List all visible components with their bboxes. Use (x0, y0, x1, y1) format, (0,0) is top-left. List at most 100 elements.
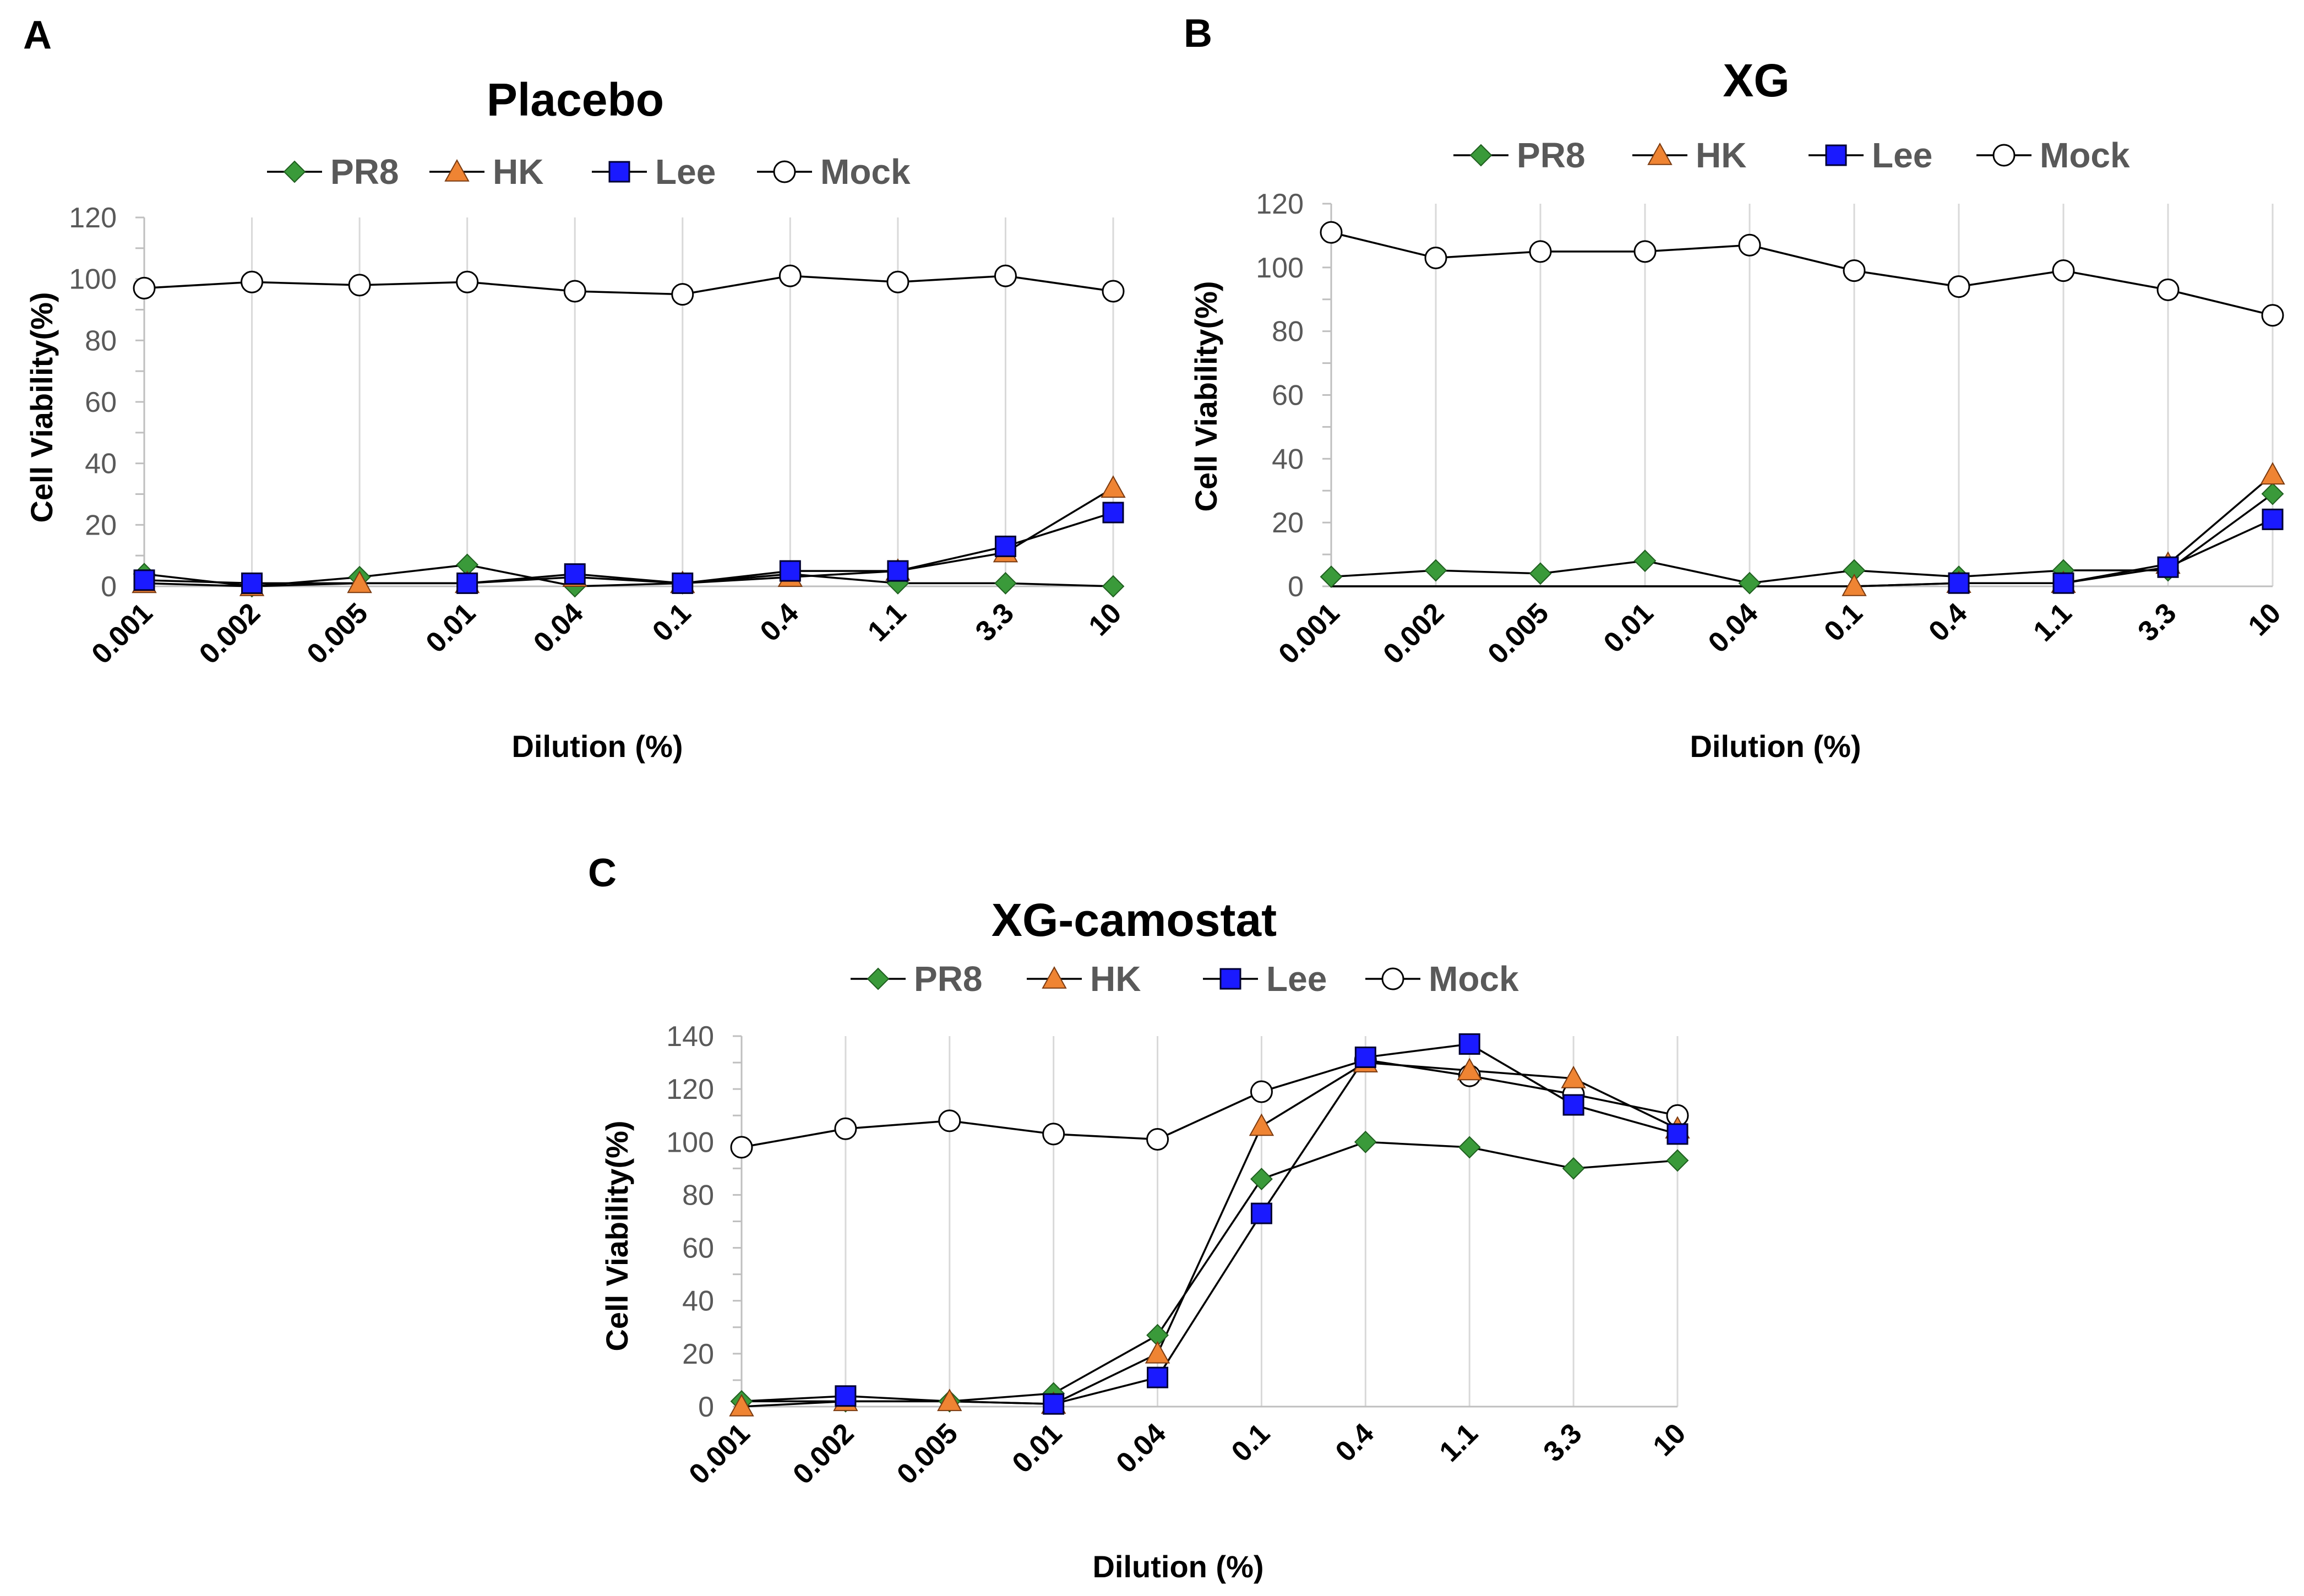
panel-b-y-tick-label: 20 (1272, 507, 1304, 539)
panel-b-x-tick-label: 0.4 (1922, 597, 1973, 647)
panel-c-x-tick-label: 0.005 (891, 1417, 964, 1490)
panel-c-legend-marker-mock (1381, 967, 1404, 990)
panel-b-y-tick-label: 40 (1272, 443, 1304, 475)
panel-a-point-lee (1102, 502, 1124, 524)
panel-c-point-lee (1458, 1033, 1480, 1055)
panel-c-series-line-mock (741, 1059, 1678, 1148)
panel-a-y-axis-label: Cell Viability(%) (24, 292, 59, 522)
panel-c-x-tick-label: 10 (1647, 1417, 1692, 1462)
panel-c-y-tick-label: 120 (666, 1074, 714, 1105)
panel-b-x-tick-label: 10 (2242, 597, 2287, 642)
panel-a-point-mock (133, 276, 156, 299)
panel-b-y-tick-label: 60 (1272, 380, 1304, 412)
panel-b-point-mock (1843, 259, 1866, 282)
panel-b-legend-marker-hk (1647, 142, 1673, 165)
panel-a-letter: A (23, 13, 52, 57)
panel-a-point-mock (456, 270, 479, 293)
panel-c-point-hk (937, 1388, 962, 1412)
panel-c-plot: 0 20 40 60 80 100 120 140 0.001 0.002 0.005 0.01 0.0… (666, 1021, 1692, 1491)
panel-a-legend-label-mock: Mock (820, 152, 911, 192)
panel-b-legend-marker-lee (1825, 144, 1847, 166)
panel-c-x-tick-label: 0.01 (1006, 1417, 1069, 1479)
panel-c-legend-marker-hk (1042, 966, 1067, 989)
panel-b-legend: PR8 HK Lee Mock (1453, 135, 2130, 175)
panel-c-point-hk (1561, 1065, 1586, 1088)
panel-a-point-mock (778, 264, 802, 287)
panel-a-point-lee (779, 560, 801, 582)
panel-a-x-tick-label: 0.04 (527, 597, 590, 659)
panel-c-point-pr8 (1562, 1157, 1585, 1180)
panel-c-point-mock (1146, 1127, 1169, 1151)
panel-c-y-tick-label: 20 (682, 1338, 714, 1370)
panel-b-x-tick-label: 0.04 (1702, 597, 1764, 659)
panel-c-series-line-hk (741, 1061, 1678, 1408)
panel-a-plot: 0 20 40 60 80 100 120 0.001 0.002 0.005 0.01 0.04 0.… (69, 202, 1128, 671)
panel-c-point-mock (1250, 1080, 1273, 1103)
panel-a-legend-marker-lee (608, 161, 630, 183)
panel-c-point-lee (1043, 1393, 1065, 1415)
panel-a-series-line-mock (144, 275, 1114, 296)
panel-c-point-lee (835, 1385, 857, 1407)
panel-b-point-mock (1320, 221, 1343, 244)
panel-c-x-tick-label: 1.1 (1434, 1417, 1484, 1468)
panel-a-point-lee (887, 560, 909, 582)
panel-c-x-tick-label: 0.1 (1225, 1417, 1276, 1468)
panel-c-legend-marker-pr8 (867, 967, 890, 990)
panel-a-point-mock (671, 283, 694, 306)
panel-b-point-pr8 (1529, 562, 1552, 585)
panel-b-point-hk (2260, 462, 2285, 485)
panel-c-point-hk (1145, 1341, 1170, 1364)
panel-b-legend-label-mock: Mock (2040, 135, 2130, 175)
panel-c-point-hk (1249, 1113, 1274, 1136)
panel-c-x-tick-label: 0.04 (1110, 1417, 1172, 1479)
panel-b-point-pr8 (1424, 559, 1447, 582)
panel-b-legend-marker-mock (1992, 144, 2016, 167)
panel-a-point-mock (1102, 280, 1125, 303)
panel-c-y-axis-label: Cell Viability(%) (600, 1120, 634, 1351)
panel-b-point-pr8 (1738, 571, 1761, 595)
panel-a-series-line-hk (144, 487, 1114, 587)
panel-c-point-lee (1250, 1202, 1272, 1224)
panel-c-x-tick-label: 0.001 (683, 1417, 756, 1490)
panel-b-point-mock (1738, 233, 1761, 257)
panel-b-point-lee (2262, 508, 2284, 530)
panel-c-legend: PR8 HK Lee Mock (851, 959, 1519, 999)
panel-b-point-lee (1948, 572, 1970, 594)
panel-c-y-tick-label: 100 (666, 1126, 714, 1158)
panel-a-point-mock (348, 274, 371, 297)
panel-a-series-line-lee (144, 511, 1114, 585)
panel-b-x-tick-label: 0.005 (1481, 597, 1555, 670)
panel-b-legend-label-pr8: PR8 (1517, 135, 1586, 175)
panel-a-x-tick-label: 0.01 (420, 597, 482, 659)
panel-b-series-line-pr8 (1331, 493, 2274, 584)
panel-a-point-lee (241, 572, 263, 594)
panel-c-point-lee (1354, 1046, 1376, 1068)
panel-a-x-tick-label: 10 (1083, 597, 1128, 642)
panel-b-point-mock (1633, 240, 1657, 263)
panel-b-point-mock (2261, 304, 2284, 327)
panel-b-x-axis-label: Dilution (%) (1690, 729, 1861, 764)
panel-b: B XG PR8 HK Lee Mock 0 20 40 60 80 100 120 0.001 0.… (1184, 12, 2287, 764)
panel-c-y-tick-label: 140 (666, 1021, 714, 1053)
panel-a-point-mock (563, 280, 586, 303)
panel-c-x-tick-label: 0.4 (1330, 1417, 1380, 1468)
panel-a-series-line-pr8 (144, 564, 1114, 587)
panel-c-point-pr8 (1666, 1149, 1689, 1172)
panel-b-x-tick-label: 3.3 (2132, 597, 2182, 647)
panel-b-point-mock (1947, 275, 1970, 298)
panel-b-y-axis-label: Cell Viability(%) (1189, 281, 1223, 511)
panel-c-point-lee (1147, 1366, 1169, 1388)
panel-c-point-hk (729, 1393, 754, 1417)
panel-c-legend-label-pr8: PR8 (914, 959, 983, 999)
panel-a-point-lee (456, 572, 478, 594)
panel-a-legend-label-lee: Lee (655, 152, 716, 192)
panel-c: C XG-camostat PR8 HK Lee Mock 0 20 40 60 80 100 1… (588, 851, 1692, 1584)
panel-c-title: XG-camostat (992, 894, 1277, 946)
panel-b-x-tick-label: 1.1 (2027, 597, 2078, 647)
panel-c-series-line-pr8 (742, 1141, 1678, 1403)
panel-b-y-tick-label: 80 (1272, 316, 1304, 348)
panel-a-legend-marker-pr8 (283, 160, 306, 183)
panel-b-point-pr8 (2261, 482, 2284, 505)
panel-a-point-mock (241, 270, 264, 293)
panel-a-point-mock (886, 270, 909, 293)
